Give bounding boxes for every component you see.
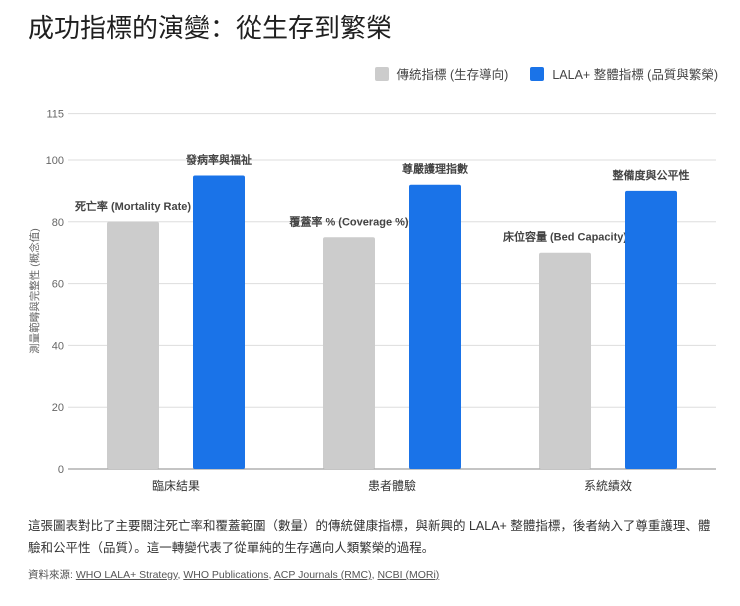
bar-traditional <box>107 221 159 469</box>
legend-swatch <box>530 66 545 81</box>
bar-lala <box>625 190 677 469</box>
legend-item-traditional[interactable]: 傳統指標 (生存導向) <box>374 64 509 83</box>
legend-label: LALA+ 整體指標 (品質與繁榮) <box>552 68 718 82</box>
bar-lala <box>409 184 461 469</box>
chart-title: 成功指標的演變：從生存到繁榮 <box>28 13 393 43</box>
source-link[interactable]: WHO Publications <box>183 569 269 581</box>
y-tick-label: 115 <box>46 109 64 121</box>
bar-traditional <box>323 237 375 469</box>
chart-description: 這張圖表對比了主要關注死亡率和覆蓋範圍（數量）的傳統健康指標，與新興的 LALA… <box>28 519 711 555</box>
x-tick-label: 患者體驗 <box>368 479 416 493</box>
y-tick-label: 80 <box>52 217 64 229</box>
y-axis-label: 測量範疇與完整性 (概念值) <box>28 228 41 353</box>
legend-swatch <box>374 66 389 81</box>
source-link[interactable]: ACP Journals (RMC) <box>273 569 372 581</box>
data-label: 整備度與公平性 <box>612 168 690 182</box>
sources: 資料來源: WHO LALA+ Strategy, WHO Publicatio… <box>28 569 440 581</box>
y-tick-label: 40 <box>52 340 64 352</box>
data-label: 死亡率 (Mortality Rate) <box>75 199 191 213</box>
y-tick-label: 20 <box>52 402 64 414</box>
data-label: 發病率與福祉 <box>185 152 252 166</box>
data-label: 尊嚴護理指數 <box>402 162 468 176</box>
x-tick-label: 臨床結果 <box>152 479 200 493</box>
bar-traditional <box>539 252 591 469</box>
source-link[interactable]: NCBI (MORi) <box>377 569 440 581</box>
y-tick-label: 60 <box>52 279 64 291</box>
bar-lala <box>193 175 245 469</box>
source-link[interactable]: WHO LALA+ Strategy <box>75 569 178 581</box>
data-label: 床位容量 (Bed Capacity) <box>503 230 627 244</box>
y-tick-label: 0 <box>58 464 64 476</box>
data-label: 覆蓋率 % (Coverage %) <box>289 214 409 228</box>
y-tick-label: 100 <box>46 155 64 167</box>
legend-item-lala[interactable]: LALA+ 整體指標 (品質與繁榮) <box>530 64 718 83</box>
bar-chart: 0 20 40 60 80 100 115 測量範疇與完整性 (概念值) 死亡率 (Mortal… <box>28 109 716 493</box>
x-tick-label: 系統績效 <box>584 478 632 493</box>
legend: 傳統指標 (生存導向) LALA+ 整體指標 (品質與繁榮) <box>374 64 718 83</box>
sources-label: 資料來源: <box>28 569 73 581</box>
legend-label: 傳統指標 (生存導向) <box>396 68 509 82</box>
